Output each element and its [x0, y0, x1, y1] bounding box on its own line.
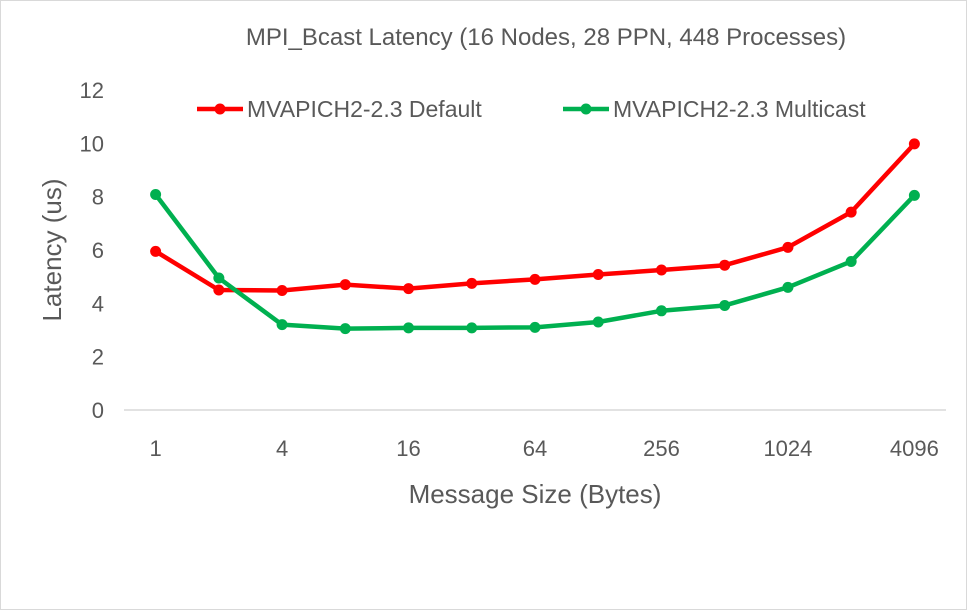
x-tick-label: 4 — [276, 436, 288, 461]
x-tick-label: 1024 — [763, 436, 812, 461]
data-point — [908, 138, 920, 150]
data-point — [845, 255, 857, 267]
data-point — [339, 323, 351, 335]
data-point — [782, 241, 794, 253]
series-1 — [150, 138, 920, 297]
legend-item: MVAPICH2-2.3 Multicast — [563, 96, 866, 122]
data-point — [655, 264, 667, 276]
data-point — [466, 322, 478, 334]
legend-label: MVAPICH2-2.3 Default — [247, 96, 482, 122]
legend: MVAPICH2-2.3 Default MVAPICH2-2.3 Multica… — [197, 96, 866, 122]
legend-swatch-marker — [214, 103, 226, 115]
data-point — [403, 322, 415, 334]
y-tick-label: 10 — [80, 131, 104, 156]
data-point — [339, 279, 351, 291]
data-point — [276, 285, 288, 297]
data-point — [592, 269, 604, 281]
data-point — [403, 283, 415, 295]
data-point — [466, 277, 478, 289]
data-point — [529, 273, 541, 285]
series-group — [150, 138, 920, 335]
x-tick-label: 64 — [523, 436, 547, 461]
data-point — [150, 189, 162, 201]
x-tick-label: 16 — [396, 436, 420, 461]
data-point — [845, 206, 857, 218]
data-point — [529, 321, 541, 333]
legend-item: MVAPICH2-2.3 Default — [197, 96, 482, 122]
data-point — [150, 245, 162, 257]
data-point — [213, 284, 225, 296]
y-tick-label: 8 — [92, 185, 104, 210]
data-point — [655, 305, 667, 317]
y-tick-label: 12 — [80, 78, 104, 103]
data-point — [908, 189, 920, 201]
x-axis-ticks: 1 4 16 64 256 1024 4096 — [149, 436, 938, 461]
y-axis-ticks: 0 2 4 6 8 10 12 — [80, 78, 104, 423]
y-tick-label: 0 — [92, 398, 104, 423]
data-point — [719, 299, 731, 311]
y-tick-label: 6 — [92, 238, 104, 263]
x-tick-label: 4096 — [890, 436, 939, 461]
y-axis-label: Latency (us) — [37, 178, 67, 321]
series-2 — [150, 189, 920, 335]
y-tick-label: 4 — [92, 291, 104, 316]
series-line — [153, 141, 917, 293]
chart-title: MPI_Bcast Latency (16 Nodes, 28 PPN, 448… — [246, 24, 846, 51]
data-point — [213, 272, 225, 284]
x-tick-label: 1 — [149, 436, 161, 461]
legend-swatch-marker — [580, 103, 592, 115]
x-tick-label: 256 — [643, 436, 680, 461]
data-point — [592, 316, 604, 328]
data-point — [719, 259, 731, 271]
series-line — [153, 192, 917, 331]
y-tick-label: 2 — [92, 345, 104, 370]
x-axis-label: Message Size (Bytes) — [409, 479, 662, 509]
data-point — [782, 281, 794, 293]
legend-label: MVAPICH2-2.3 Multicast — [613, 96, 866, 122]
data-point — [276, 319, 288, 331]
